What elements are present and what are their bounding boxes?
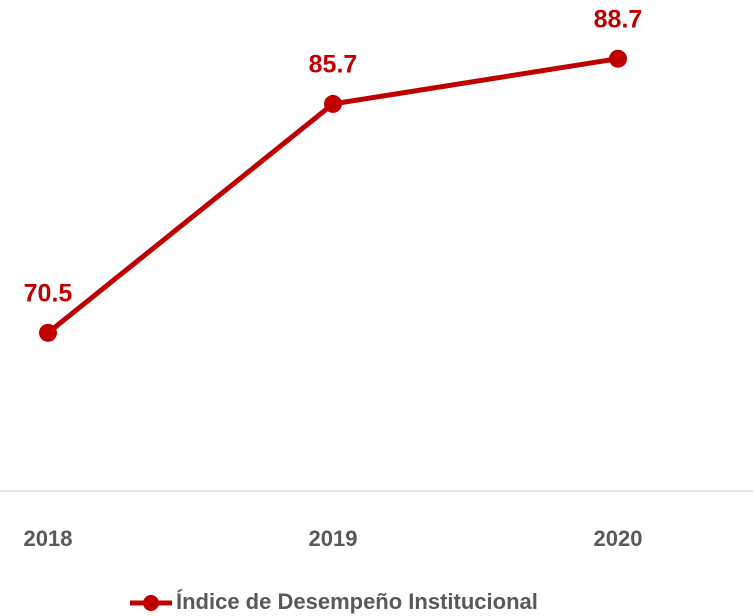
data-point <box>324 94 342 113</box>
data-point <box>39 323 57 342</box>
legend-marker <box>143 595 159 611</box>
data-point <box>609 49 627 68</box>
x-tick-label: 2018 <box>24 526 73 551</box>
x-tick-label: 2019 <box>309 526 358 551</box>
data-label: 70.5 <box>24 279 73 307</box>
x-tick-label: 2020 <box>594 526 643 551</box>
legend-label: Índice de Desempeño Institucional <box>176 589 538 614</box>
data-label: 85.7 <box>309 51 358 79</box>
data-label: 88.7 <box>594 5 643 33</box>
